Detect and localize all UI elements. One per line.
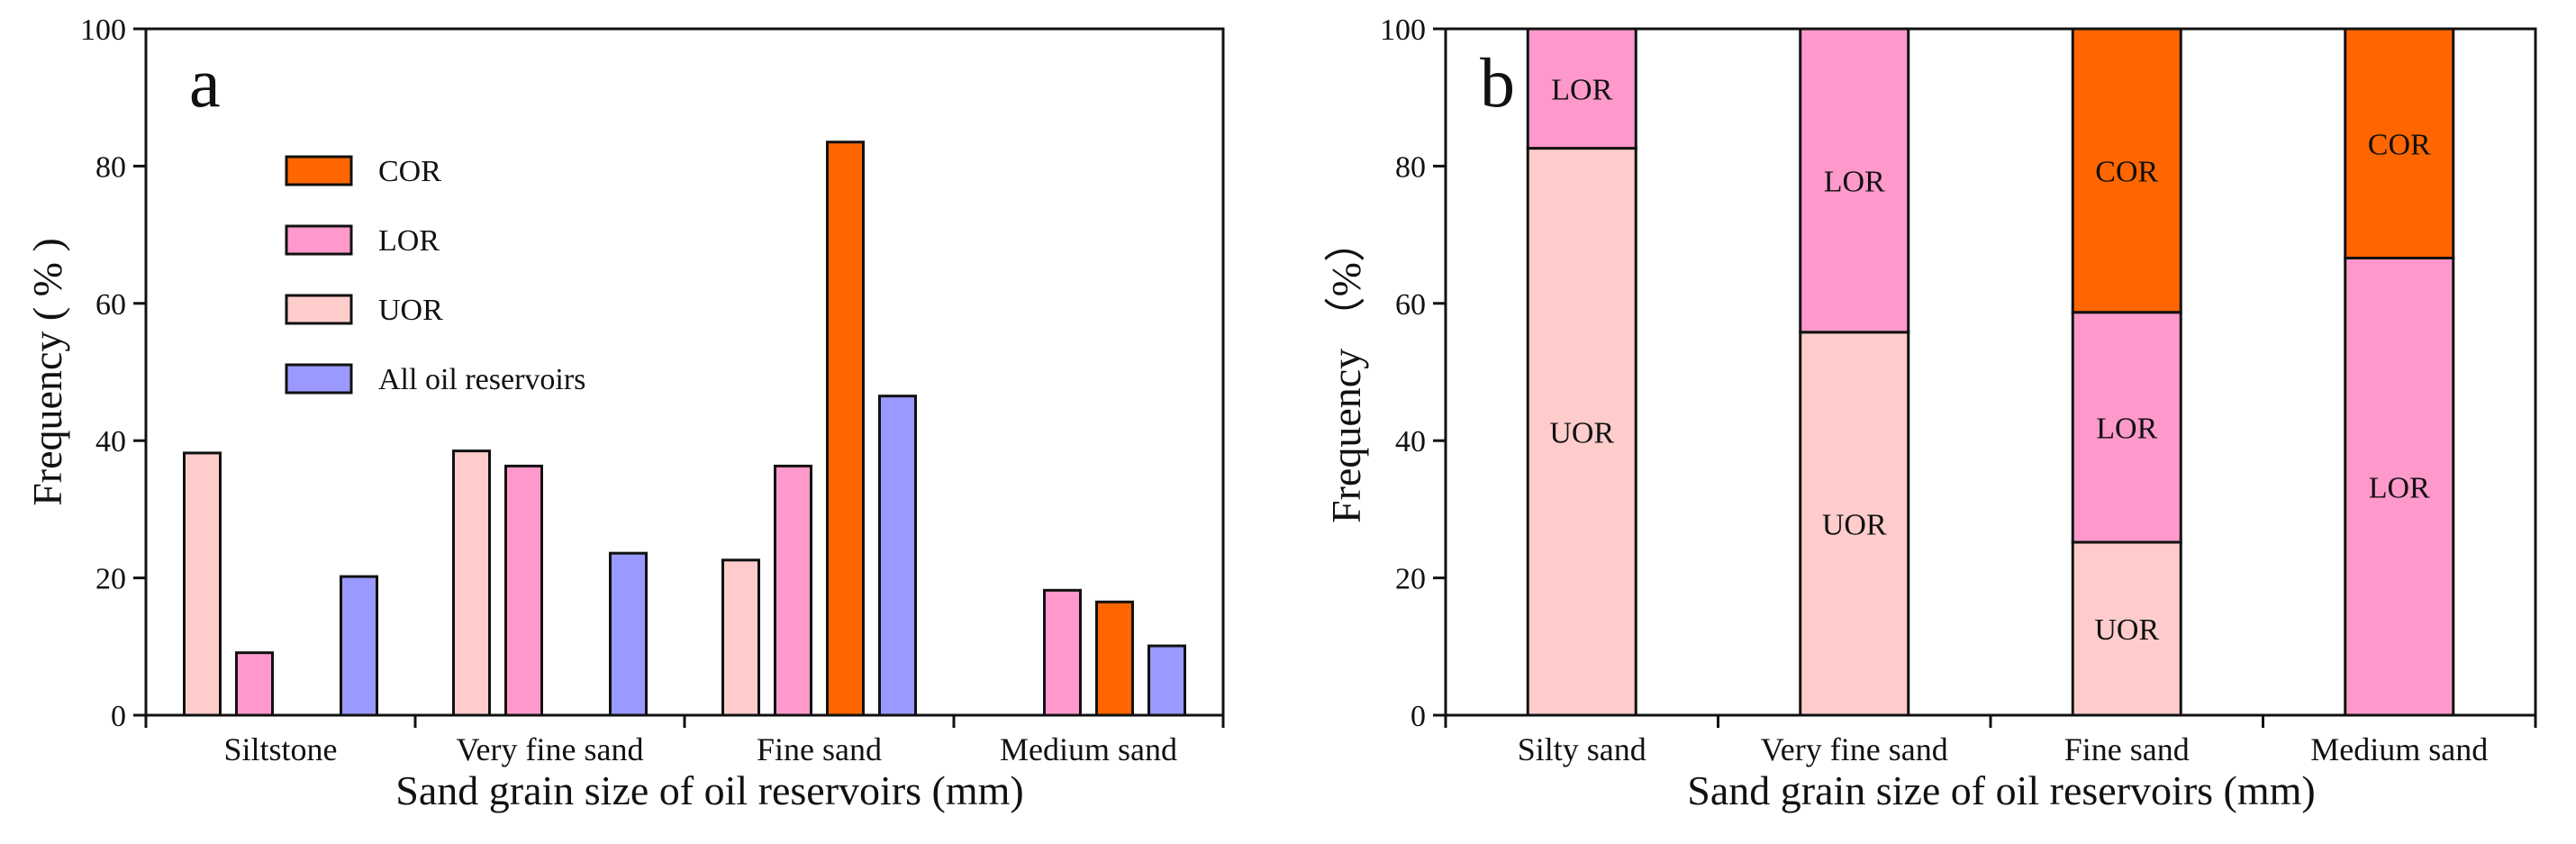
panel-a-x-tick-label-very-fine-sand: Very fine sand [457,731,644,767]
panel-b-x-tick-label-very-fine-sand: Very fine sand [1761,731,1948,767]
panel-a: 0 20 40 60 80 100 Siltstone Very fine sand Fine… [24,14,1225,813]
panel-a-y-tick-label: 40 [95,425,126,458]
panel-a-x-tick-label-fine-sand: Fine sand [757,731,882,767]
panel-a-x-axis-title: Sand grain size of oil reservoirs (mm) [395,767,1023,813]
panel-b-x-axis-title: Sand grain size of oil reservoirs (mm) [1687,767,2315,813]
panel-b-y-tick-label: 40 [1395,425,1426,458]
bar-a-lor-fine-sand [774,464,812,717]
bar-b-label-lor-very-fine-sand: LOR [1824,165,1885,198]
bar-b-uor-very-fine-sand [1799,331,1910,717]
bar-a-all-siltstone [340,575,378,717]
bar-a-uor-siltstone [183,451,222,717]
bar-b-label-uor-very-fine-sand: UOR [1822,508,1887,541]
panel-a-x-tick-label-siltstone: Siltstone [223,731,337,767]
panel-a-legend: COR LOR UOR All oil reservoirs [285,155,585,396]
panel-a-y-tick-label: 0 [111,700,126,733]
bar-a-lor-siltstone [235,651,274,717]
panel-a-y-ticks: 0 20 40 60 80 100 [80,14,146,733]
panel-b-x-tick-label-silty-sand: Silty sand [1518,731,1646,767]
panel-b-x-tick-label-fine-sand: Fine sand [2064,731,2190,767]
bar-b-cor-fine-sand [2071,27,2182,314]
panel-b: UOR LOR UOR LOR UOR LOR COR LOR COR 0 20 40 60 80 100… [1323,14,2537,813]
panel-b-y-tick-label: 20 [1395,563,1426,596]
legend-swatch-cor [285,155,353,186]
panel-b-x-ticks: Silty sand Very fine sand Fine sand Medium … [1444,715,2537,767]
panel-a-y-axis-title: Frequency ( % ) [24,238,70,506]
bar-a-lor-medium-sand [1043,588,1082,717]
panel-b-y-ticks: 0 20 40 60 80 100 [1380,14,1446,733]
bar-a-uor-very-fine-sand [452,449,491,717]
legend-label-lor: LOR [378,224,440,258]
bar-b-uor-fine-sand [2071,540,2182,717]
panel-b-y-tick-label: 80 [1395,150,1426,184]
panel-b-bars: UOR LOR UOR LOR UOR LOR COR LOR COR [1526,27,2455,717]
bar-b-cor-medium-sand [2344,27,2455,260]
panel-b-letter: b [1480,43,1515,122]
bar-b-lor-fine-sand [2071,311,2182,544]
panel-b-x-tick-label-medium-sand: Medium sand [2310,731,2488,767]
legend-swatch-lor [285,224,353,256]
bar-a-all-fine-sand [878,395,917,717]
panel-b-y-axis-title: Frequency （%） [1323,221,1369,523]
panel-b-y-tick-label: 100 [1380,14,1426,47]
bar-b-lor-very-fine-sand [1799,27,1910,334]
legend-label-uor: UOR [378,294,443,327]
bar-a-cor-fine-sand [826,141,865,717]
bar-b-label-cor-fine-sand: COR [2095,155,2158,188]
bar-a-cor-medium-sand [1095,600,1134,717]
legend-label-cor: COR [378,155,441,188]
bar-b-label-uor-fine-sand: UOR [2094,613,2159,647]
panel-a-y-tick-label: 60 [95,288,126,322]
bar-a-uor-fine-sand [721,558,760,717]
bar-a-all-very-fine-sand [609,551,648,717]
panel-a-y-tick-label: 80 [95,150,126,184]
panel-a-x-tick-label-medium-sand: Medium sand [1000,731,1177,767]
bar-b-label-cor-medium-sand: COR [2368,128,2431,161]
panel-a-letter: a [189,43,221,122]
bar-a-lor-very-fine-sand [504,464,543,717]
bar-b-label-uor-silty-sand: UOR [1549,416,1614,449]
panel-a-y-tick-label: 20 [95,563,126,596]
panel-a-x-ticks: Siltstone Very fine sand Fine sand Medium s… [144,715,1225,767]
panel-a-y-tick-label: 100 [80,14,126,47]
bar-a-all-medium-sand [1147,644,1186,717]
bar-b-label-lor-fine-sand: LOR [2096,412,2157,445]
bar-b-label-lor-medium-sand: LOR [2369,471,2430,504]
legend-label-all: All oil reservoirs [378,363,585,396]
legend-swatch-all [285,363,353,395]
panel-b-y-tick-label: 60 [1395,288,1426,322]
bar-b-label-lor-silty-sand: LOR [1551,73,1612,106]
panel-b-y-tick-label: 0 [1410,700,1426,733]
legend-swatch-uor [285,294,353,325]
